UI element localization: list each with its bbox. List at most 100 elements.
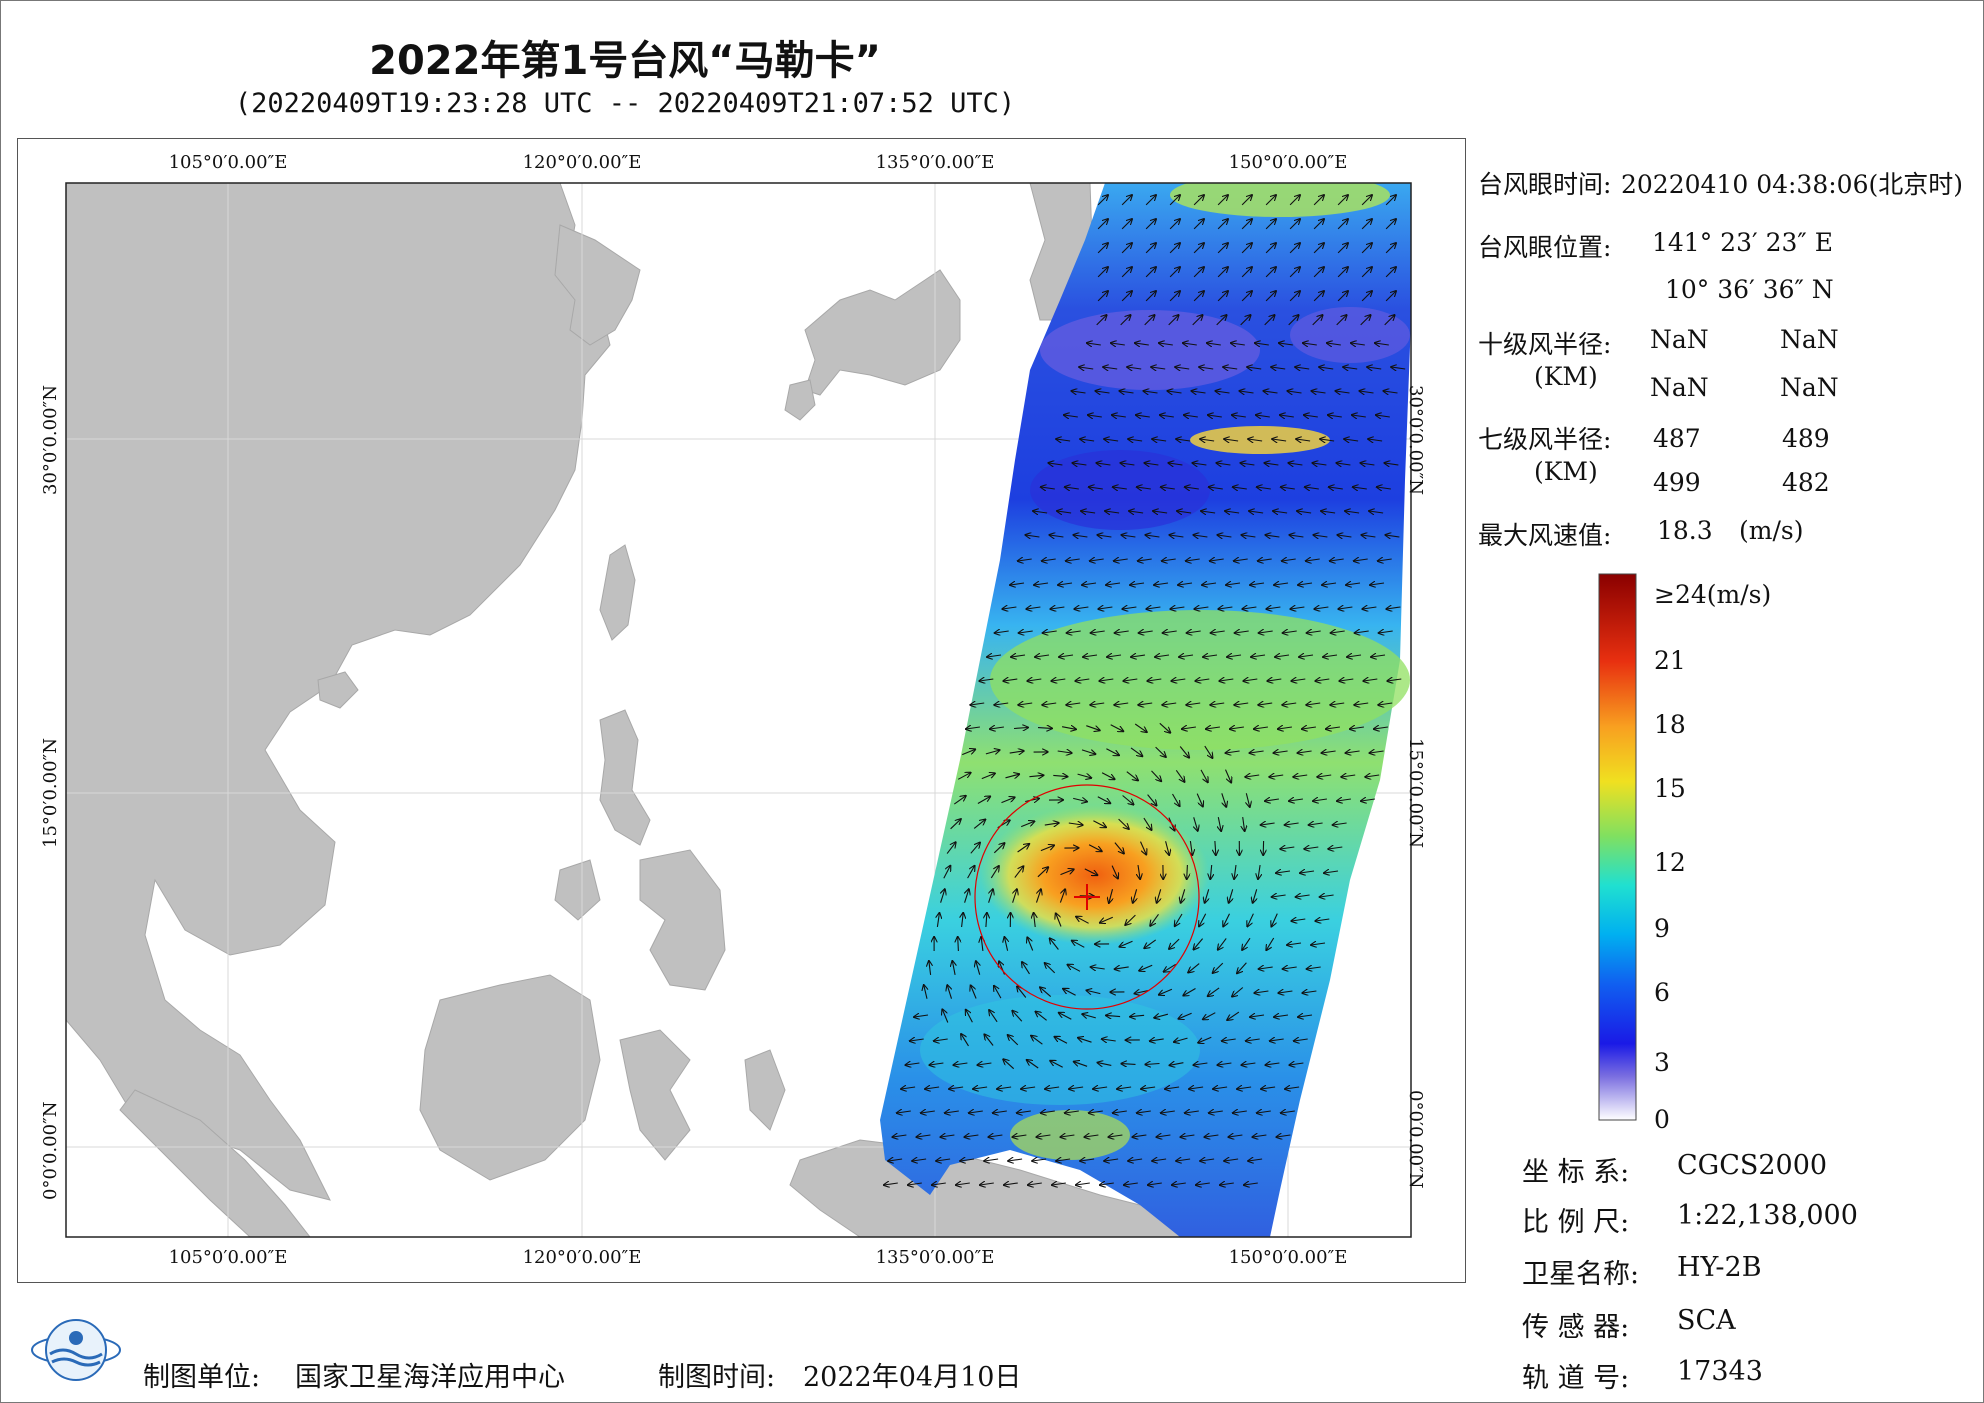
wind-arrow bbox=[1027, 1060, 1039, 1069]
sensor-row: 传 感 器: SCA bbox=[1522, 1305, 1736, 1344]
wind-arrow bbox=[1257, 487, 1271, 489]
wind-arrow bbox=[1106, 583, 1121, 585]
wind-arrow bbox=[1111, 343, 1125, 345]
wind-arrow bbox=[1044, 823, 1059, 825]
wind-arrow bbox=[1187, 864, 1188, 879]
wind-arrow bbox=[1145, 195, 1156, 206]
wind-arrow bbox=[1096, 391, 1110, 393]
colorbar-label: 9 bbox=[1654, 914, 1670, 943]
wind-arrow bbox=[910, 1039, 924, 1041]
wind-arrow bbox=[1338, 535, 1352, 537]
wind-arrow bbox=[888, 1159, 903, 1161]
wind-arrow bbox=[1217, 195, 1228, 206]
wind-arrow bbox=[1126, 771, 1138, 781]
wind-arrow bbox=[1042, 703, 1057, 705]
wind-arrow bbox=[1139, 631, 1153, 633]
wind-arrow bbox=[952, 961, 955, 976]
wind-arrow bbox=[1076, 1183, 1090, 1185]
wind-arrow bbox=[1379, 631, 1393, 633]
wind-arrow bbox=[1312, 391, 1326, 393]
wind-arrow bbox=[1061, 727, 1076, 730]
wind-arrow bbox=[1145, 267, 1156, 278]
wind-arrow bbox=[953, 796, 965, 805]
wind-arrow bbox=[1137, 487, 1151, 489]
wind-arrow bbox=[1328, 847, 1343, 849]
wind-arrow bbox=[1378, 703, 1393, 705]
wind-arrow bbox=[1127, 367, 1142, 369]
wind-arrow bbox=[1165, 1087, 1180, 1089]
wind-arrow bbox=[1159, 988, 1173, 994]
wind-arrow bbox=[1224, 439, 1239, 441]
wind-arrow bbox=[1065, 487, 1079, 489]
wind-arrow bbox=[1271, 367, 1286, 369]
wind-arrow bbox=[1178, 583, 1193, 585]
wind-arrow bbox=[1322, 751, 1336, 753]
wind-arrow bbox=[1255, 343, 1269, 345]
wind-arrow bbox=[993, 843, 1004, 854]
wind-arrow bbox=[1073, 463, 1087, 465]
wind-arrow bbox=[1082, 583, 1097, 585]
wind-arrow bbox=[1353, 487, 1367, 489]
wind-arrow bbox=[1329, 487, 1343, 489]
wind-arrow bbox=[1133, 889, 1137, 902]
wind-arrow bbox=[1109, 1135, 1123, 1137]
wind-arrow bbox=[1203, 1012, 1216, 1020]
wind-arrow bbox=[1172, 793, 1180, 806]
wind-arrow bbox=[1115, 631, 1129, 633]
wind-arrow bbox=[1190, 841, 1192, 855]
wind-arrow bbox=[1272, 439, 1287, 441]
lon-tick-top: 135°0′0.00″E bbox=[875, 152, 995, 173]
wind-arrow bbox=[1194, 535, 1208, 537]
land-korea bbox=[554, 224, 641, 346]
wind-arrow bbox=[970, 843, 980, 854]
wind-arrow bbox=[1088, 844, 1102, 851]
wind-arrow bbox=[1052, 679, 1066, 681]
wind-arrow bbox=[1241, 463, 1255, 465]
wind-arrow bbox=[1361, 243, 1372, 254]
wind-arrow bbox=[1217, 243, 1228, 254]
wind-arrow bbox=[1216, 391, 1230, 393]
wind-arrow bbox=[884, 1183, 898, 1185]
wind-arrow bbox=[1003, 607, 1017, 609]
wind-arrow bbox=[1004, 679, 1018, 681]
max-wind-label: 最大风速值: bbox=[1478, 521, 1612, 550]
wind-arrow bbox=[1361, 219, 1372, 230]
wind-arrow bbox=[1282, 703, 1297, 705]
wind-arrow bbox=[961, 1034, 969, 1047]
wind-arrow bbox=[925, 1087, 940, 1089]
wind-arrow bbox=[1169, 219, 1180, 230]
wind-arrow bbox=[985, 750, 1000, 754]
wind-arrow bbox=[1298, 583, 1313, 585]
wind-arrow bbox=[1074, 535, 1088, 537]
wind-arrow bbox=[917, 1135, 931, 1137]
wind-arrow bbox=[1187, 631, 1201, 633]
wind-arrow bbox=[1363, 607, 1377, 609]
wind-arrow bbox=[1035, 655, 1050, 657]
wind-arrow bbox=[1103, 367, 1118, 369]
wind-arrow bbox=[1376, 415, 1390, 417]
wind-arrow bbox=[1320, 439, 1335, 441]
wind-arrow bbox=[1181, 889, 1185, 902]
wind-arrow bbox=[1085, 1135, 1099, 1137]
wind-arrow bbox=[1086, 725, 1099, 731]
r7-label: 七级风半径: bbox=[1478, 425, 1612, 454]
orbit-value: 17343 bbox=[1677, 1356, 1763, 1387]
wind-arrow bbox=[1209, 487, 1223, 489]
wind-arrow bbox=[1279, 343, 1293, 345]
wind-arrow bbox=[1337, 243, 1348, 254]
wind-arrow bbox=[1218, 938, 1227, 949]
r10-value: NaN bbox=[1650, 325, 1709, 354]
wind-arrow bbox=[1050, 535, 1064, 537]
wind-arrow bbox=[1360, 315, 1371, 326]
wind-arrow bbox=[1098, 1063, 1112, 1066]
wind-arrow bbox=[1135, 343, 1149, 345]
wind-arrow bbox=[1294, 1039, 1308, 1041]
wind-arrow bbox=[946, 842, 956, 854]
wind-arrow bbox=[1261, 823, 1275, 825]
wind-arrow bbox=[1090, 703, 1105, 705]
wind-arrow bbox=[1053, 775, 1067, 776]
sensor-value: SCA bbox=[1677, 1305, 1736, 1336]
wind-arrow bbox=[1210, 559, 1224, 561]
wind-arrow bbox=[1257, 1111, 1271, 1113]
